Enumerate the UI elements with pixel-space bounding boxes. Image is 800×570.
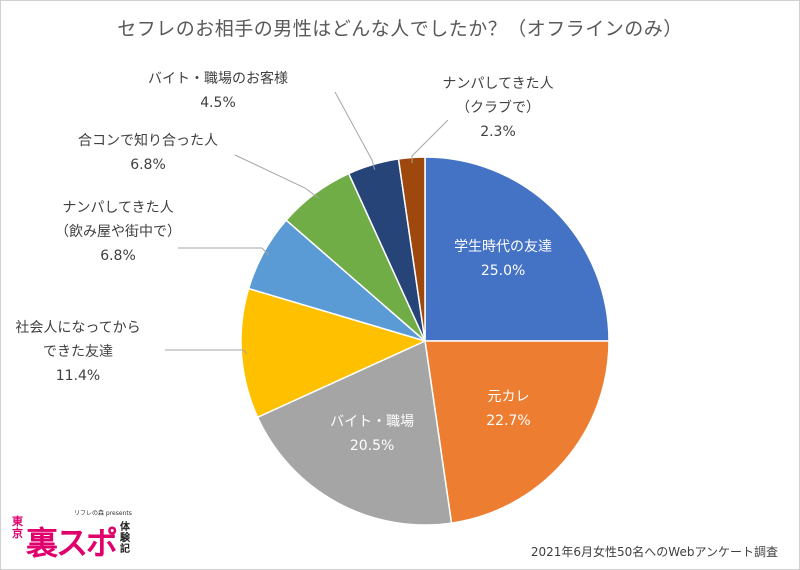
slice-category-label-7: （クラブで） <box>456 99 540 116</box>
slice-category-label-3: できた友達 <box>43 344 113 360</box>
slice-value-label-4: 6.8% <box>100 248 136 264</box>
slice-category-label-6: バイト・職場のお客様 <box>148 70 288 87</box>
slice-category-label-5: 合コンで知り合った人 <box>78 132 218 149</box>
chart-title: セフレのお相手の男性はどんな人でしたか？（オフラインのみ） <box>117 18 683 40</box>
logo-main-text: 裏スポ <box>26 524 118 562</box>
pie-slice-2 <box>256 339 453 526</box>
slice-category-label-4: （飲み屋や街中で） <box>55 224 181 240</box>
leader-line-7 <box>411 119 449 163</box>
pie-slice-3 <box>240 287 428 419</box>
leader-line-5 <box>234 154 319 199</box>
slice-value-label-7: 2.3% <box>480 124 516 140</box>
brand-logo: リフレの森 presents 東京 裏スポ 体験記 <box>12 508 142 564</box>
slice-value-label-5: 6.8% <box>130 157 166 173</box>
slice-value-label-2: 20.5% <box>350 438 394 454</box>
logo-right-text: 体験記 <box>120 522 130 555</box>
pie-slice-1 <box>424 340 610 524</box>
leader-line-6 <box>334 91 376 170</box>
slice-category-label-7: ナンパしてきた人 <box>442 76 553 92</box>
slice-category-label-1: 元カレ <box>487 389 529 405</box>
slice-category-label-2: バイト・職場 <box>330 414 414 430</box>
logo-left-text: 東京 <box>12 515 23 540</box>
slice-category-label-0: 学生時代の友達 <box>454 239 552 255</box>
slice-value-label-0: 25.0% <box>481 263 525 279</box>
survey-footnote: 2021年6月女性50名へのWebアンケート調査 <box>530 545 778 559</box>
logo-tagline: リフレの森 presents <box>74 510 132 517</box>
slice-value-label-1: 22.7% <box>486 413 530 429</box>
pie-slice-0 <box>424 156 610 342</box>
slice-category-label-4: ナンパしてきた人 <box>62 200 173 216</box>
slice-category-label-3: 社会人になってから <box>15 320 140 336</box>
leader-line-4 <box>178 247 269 256</box>
slice-value-label-3: 11.4% <box>56 368 100 384</box>
leader-line-3 <box>165 349 248 354</box>
slice-value-label-6: 4.5% <box>200 95 236 111</box>
